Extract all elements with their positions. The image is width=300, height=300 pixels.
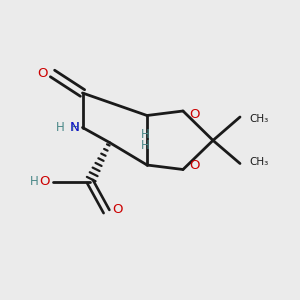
Text: H: H (71, 121, 80, 134)
Text: H: H (56, 121, 65, 134)
Text: O: O (112, 202, 123, 216)
Text: CH₃: CH₃ (249, 157, 268, 167)
Text: O: O (190, 108, 200, 121)
Text: H: H (30, 175, 39, 188)
Text: H: H (141, 139, 150, 152)
Text: O: O (38, 67, 48, 80)
Text: H: H (141, 128, 150, 142)
Text: O: O (190, 159, 200, 172)
Text: O: O (40, 175, 50, 188)
Text: CH₃: CH₃ (249, 113, 268, 124)
Text: N: N (70, 121, 80, 134)
